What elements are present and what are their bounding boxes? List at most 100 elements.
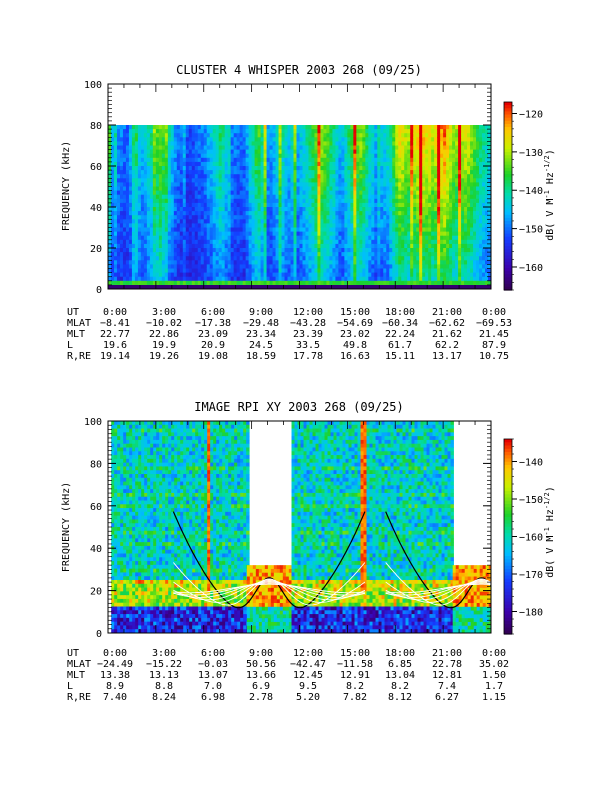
spectrogram-cell — [359, 243, 363, 249]
spectrogram-cell — [476, 252, 480, 257]
spectrogram-cell — [158, 153, 163, 159]
spectrogram-cell — [266, 174, 271, 179]
spectrogram-cell — [443, 182, 447, 187]
spectrogram-cell — [314, 243, 318, 249]
spectrogram-cell — [380, 235, 384, 241]
spectrogram-cell — [368, 178, 372, 183]
spectrogram-cell — [419, 248, 423, 253]
spectrogram-cell — [341, 272, 345, 278]
spectrogram-cell — [137, 223, 142, 228]
spectrogram-cell — [410, 264, 414, 269]
spectrogram-cell — [470, 153, 474, 159]
spectrogram-cell — [128, 227, 133, 233]
spectrogram-cell — [419, 252, 423, 257]
spectrogram-cell — [230, 280, 235, 286]
spectrogram-cell — [260, 248, 265, 253]
spectrogram-cell — [221, 268, 226, 274]
spectrogram-cell — [341, 235, 345, 241]
spectrogram-cell — [224, 141, 229, 146]
spectrogram-cell — [455, 252, 459, 257]
spectrogram-cell — [143, 272, 148, 278]
spectrogram-cell — [197, 166, 202, 171]
spectrogram-cell — [338, 256, 342, 261]
spectrogram-cell — [323, 280, 327, 286]
spectrogram-cell — [200, 178, 205, 183]
spectrogram-cell — [167, 207, 172, 212]
spectrogram-cell — [407, 276, 411, 282]
spectrogram-cell — [437, 211, 441, 216]
spectrogram-cell — [377, 239, 381, 245]
spectrogram-cell — [182, 215, 187, 220]
spectrogram-cell — [452, 202, 456, 208]
spectrogram-cell — [113, 198, 118, 204]
spectrogram-cell — [395, 264, 399, 269]
spectrogram-cell — [233, 166, 238, 171]
spectrogram-cell — [275, 264, 280, 269]
spectrogram-cell — [257, 264, 262, 269]
spectrogram-cell — [386, 276, 390, 282]
spectrogram-cell — [260, 256, 265, 261]
spectrogram-cell — [152, 125, 157, 130]
spectrogram-cell — [401, 256, 405, 261]
spectrogram-cell — [395, 137, 399, 142]
spectrogram-cell — [176, 174, 181, 179]
spectrogram-cell — [293, 202, 298, 208]
spectrogram-cell — [419, 243, 423, 249]
spectrogram-cell — [269, 223, 274, 228]
spectrogram-cell — [431, 215, 435, 220]
spectrogram-cell — [419, 272, 423, 278]
spectrogram-cell — [221, 186, 226, 192]
spectrogram-cell — [161, 190, 166, 196]
spectrogram-cell — [374, 280, 378, 286]
spectrogram-cell — [221, 227, 226, 233]
spectrogram-cell — [287, 157, 292, 163]
spectrogram-cell — [206, 248, 211, 253]
spectrogram-cell — [227, 137, 232, 142]
spectrogram-cell — [359, 215, 363, 220]
spectrogram-cell — [233, 243, 238, 249]
spectrogram-cell — [440, 280, 444, 286]
spectrogram-cell — [131, 211, 136, 216]
spectrogram-cell — [365, 166, 369, 171]
spectrogram-cell — [200, 161, 205, 167]
spectrogram-cell — [236, 202, 241, 208]
spectrogram-cell — [476, 215, 480, 220]
spectrogram-cell — [155, 149, 160, 155]
spectrogram-cell — [461, 157, 465, 163]
spectrogram-cell — [266, 256, 271, 261]
spectrogram-cell — [296, 133, 300, 138]
spectrogram-cell — [473, 137, 477, 142]
spectrogram-cell — [359, 149, 363, 155]
spectrogram-cell — [350, 194, 354, 200]
spectrogram-cell — [260, 137, 265, 142]
spectrogram-cell — [122, 194, 127, 200]
spectrogram-cell — [128, 223, 133, 228]
spectrogram-cell — [434, 133, 438, 138]
spectrogram-cell — [305, 153, 309, 159]
spectrogram-cell — [248, 174, 253, 179]
spectrogram-cell — [287, 227, 292, 233]
spectrogram-cell — [449, 252, 453, 257]
spectrogram-cell — [401, 137, 405, 142]
spectrogram-cell — [350, 166, 354, 171]
spectrogram-cell — [137, 129, 142, 134]
spectrogram-cell — [371, 239, 375, 245]
spectrogram-cell — [227, 227, 232, 233]
spectrogram-cell — [248, 248, 253, 253]
spectrogram-cell — [383, 125, 387, 130]
spectrogram-cell — [209, 170, 214, 175]
spectrogram-cell — [125, 133, 130, 138]
spectrogram-cell — [260, 174, 265, 179]
spectrogram-cell — [452, 145, 456, 151]
spectrogram-cell — [179, 137, 184, 142]
spectrogram-cell — [317, 157, 321, 163]
spectrogram-cell — [383, 141, 387, 146]
spectrogram-cell — [353, 219, 357, 224]
spectrogram-cell — [416, 252, 420, 257]
spectrogram-cell — [185, 153, 190, 159]
spectrogram-cell — [248, 161, 253, 167]
spectrogram-cell — [317, 223, 321, 228]
spectrogram-cell — [377, 157, 381, 163]
spectrogram-cell — [269, 239, 274, 245]
spectrogram-cell — [116, 153, 121, 159]
